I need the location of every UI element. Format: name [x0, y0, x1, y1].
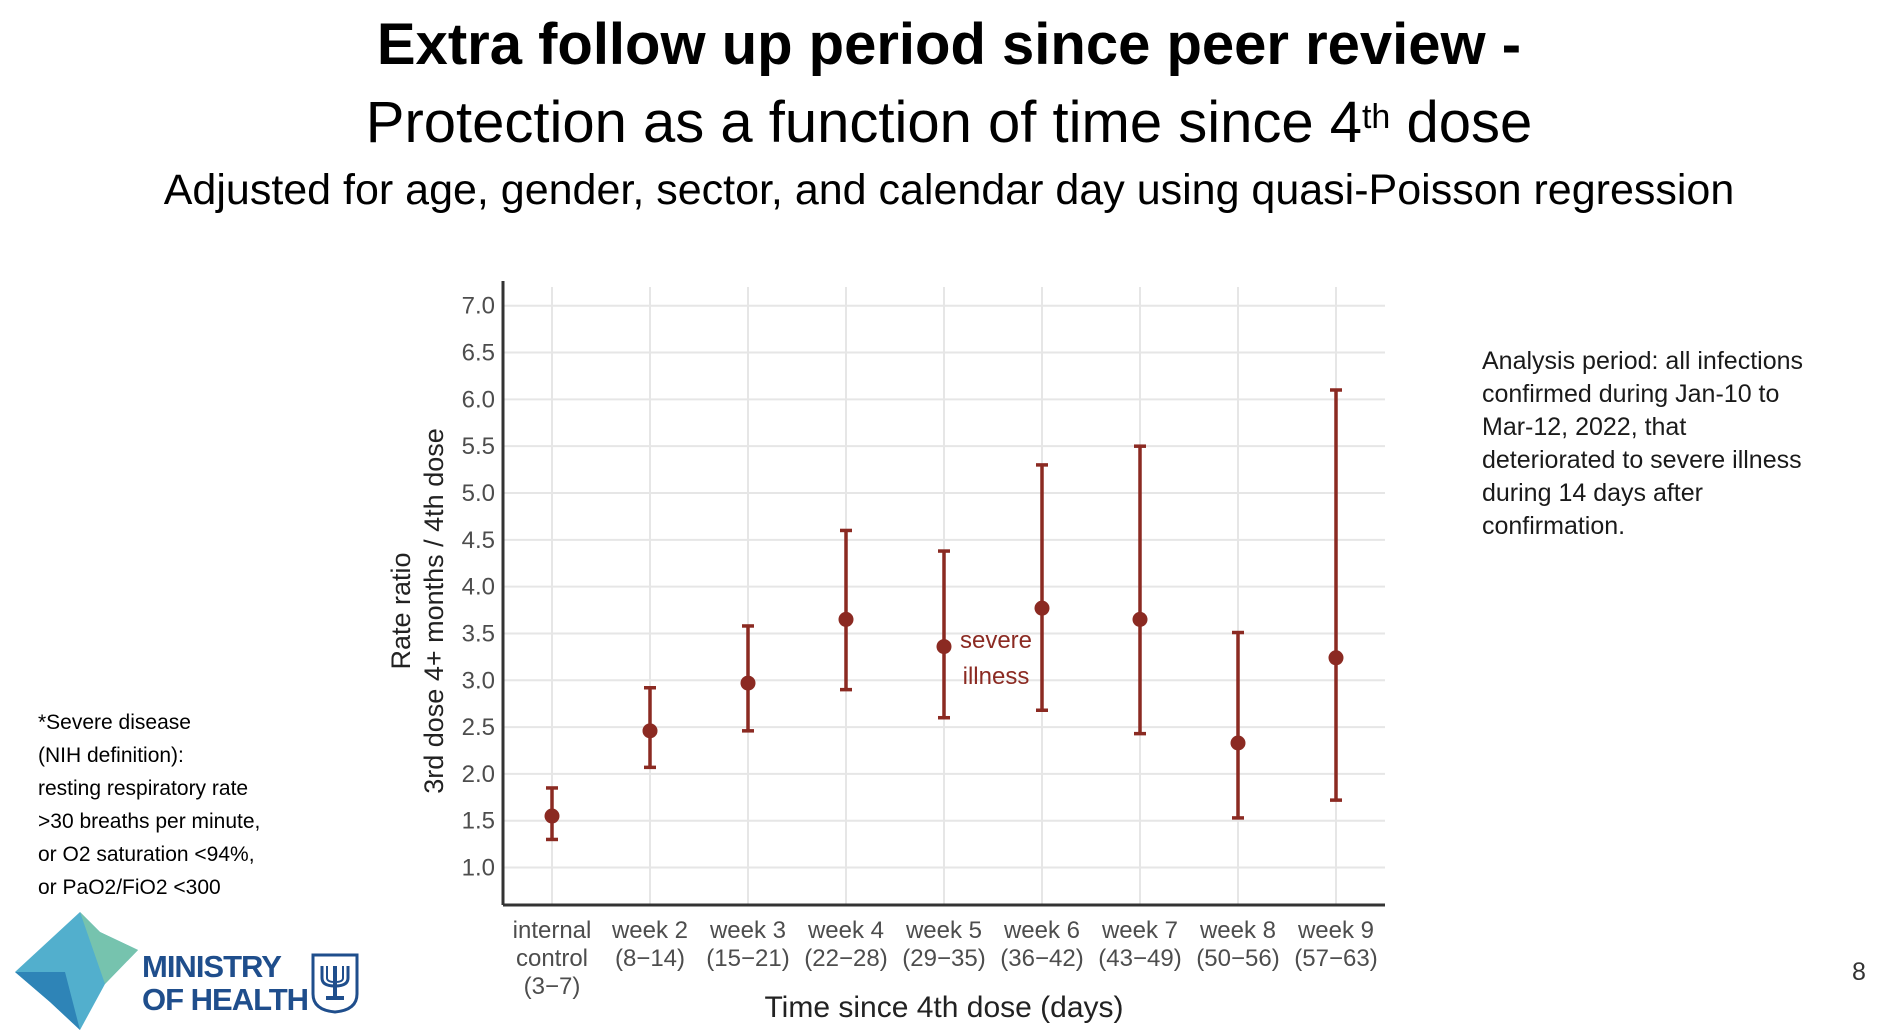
data-point — [1132, 611, 1148, 627]
x-tick-label: control — [516, 945, 588, 972]
x-axis-title: Time since 4th dose (days) — [764, 991, 1123, 1024]
x-tick-label: week 9 — [1297, 917, 1374, 944]
y-tick-label: 1.5 — [462, 808, 495, 835]
x-tick-label: week 2 — [611, 917, 688, 944]
y-tick-labels: 1.0 1.5 2.0 2.5 3.0 3.5 4.0 4.5 5.0 5.5 6.0 6.5 7.0 — [462, 293, 495, 882]
note-line: deteriorated to severe illness — [1482, 446, 1802, 474]
y-tick-label: 7.0 — [462, 293, 495, 320]
axes — [501, 281, 1385, 907]
slide-title: Extra follow up period since peer review… — [0, 10, 1898, 80]
x-tick-label: (3−7) — [524, 973, 581, 1000]
y-tick-label: 6.5 — [462, 340, 495, 367]
x-tick-label: week 4 — [807, 917, 884, 944]
note-line: Analysis period: all infections — [1482, 347, 1803, 375]
y-tick-label: 2.5 — [462, 714, 495, 741]
note-line: during 14 days after — [1482, 479, 1703, 507]
data-point — [1230, 735, 1246, 751]
x-tick-label: (57−63) — [1294, 945, 1377, 972]
title-line-1: Extra follow up period since peer review — [376, 12, 1486, 77]
slide-subtitle: Protection as a function of time since 4… — [0, 88, 1898, 158]
state-emblem-icon — [311, 953, 359, 1014]
y-tick-label: 5.5 — [462, 433, 495, 460]
ministry-of-health-logo: MINISTRY OF HEALTH — [10, 912, 360, 1032]
data-point — [642, 723, 658, 739]
x-tick-label: week 8 — [1199, 917, 1276, 944]
x-tick-label: (15−21) — [706, 945, 789, 972]
y-tick-label: 3.0 — [462, 667, 495, 694]
slide-caption: Adjusted for age, gender, sector, and ca… — [163, 166, 1735, 214]
data-point — [1328, 650, 1344, 666]
x-tick-label: week 3 — [709, 917, 786, 944]
x-tick-label: (50−56) — [1196, 945, 1279, 972]
logo-text: MINISTRY OF HEALTH — [142, 949, 309, 1017]
y-tick-label: 4.5 — [462, 527, 495, 554]
analysis-period-note: Analysis period: all infections confirme… — [1482, 345, 1882, 543]
logo-text-line2: OF HEALTH — [142, 982, 309, 1017]
data-point — [936, 639, 952, 655]
y-tick-label: 5.0 — [462, 480, 495, 507]
y-tick-label: 3.5 — [462, 620, 495, 647]
data-point — [1034, 600, 1050, 616]
x-tick-label: (29−35) — [902, 945, 985, 972]
subtitle-superscript: th — [1361, 98, 1391, 136]
title-dash: - — [1501, 12, 1522, 77]
rate-ratio-chart: 1.01.52.02.53.03.54.04.55.05.56.06.57.0 … — [386, 281, 1385, 1024]
subtitle-suffix: dose — [1390, 90, 1533, 155]
logo-swoosh-icon — [15, 912, 138, 1030]
y-tick-label: 6.0 — [462, 386, 495, 413]
data-point — [740, 675, 756, 691]
x-tick-label: (36−42) — [1000, 945, 1083, 972]
logo-text-line1: MINISTRY — [142, 949, 282, 984]
data-point — [838, 611, 854, 627]
footnote-line: or PaO2/FiO2 <300 — [38, 876, 221, 899]
y-tick-label: 1.0 — [462, 855, 495, 882]
footnote-line: (NIH definition): — [38, 744, 184, 767]
data-point — [544, 808, 560, 824]
footnote-line: *Severe disease — [38, 711, 191, 734]
note-line: confirmed during Jan-10 to — [1482, 380, 1780, 408]
y-tick-label: 4.0 — [462, 574, 495, 601]
note-line: Mar-12, 2022, that — [1482, 413, 1687, 441]
series-annotation: illness — [963, 663, 1030, 690]
data-marks — [544, 388, 1344, 842]
x-tick-label: (8−14) — [615, 945, 685, 972]
page-number: 8 — [1852, 958, 1866, 986]
x-tick-label: week 6 — [1003, 917, 1080, 944]
severe-disease-footnote: *Severe disease (NIH definition): restin… — [38, 706, 338, 904]
footnote-line: >30 breaths per minute, — [38, 810, 261, 833]
subtitle-prefix: Protection as a function of time since 4 — [365, 90, 1362, 155]
footnote-line: resting respiratory rate — [38, 777, 249, 800]
axis-labels: severe illness Time since 4th dose (days) R… — [386, 428, 1124, 1024]
y-tick-label: 2.0 — [462, 761, 495, 788]
x-tick-label: internal — [513, 917, 592, 944]
x-tick-label: (43−49) — [1098, 945, 1181, 972]
series-annotation: severe — [960, 627, 1032, 654]
x-tick-label: week 5 — [905, 917, 982, 944]
note-line: confirmation. — [1482, 512, 1626, 540]
x-tick-label: week 7 — [1101, 917, 1178, 944]
footnote-line: or O2 saturation <94%, — [38, 843, 255, 866]
y-axis-title-line: 3rd dose 4+ months / 4th dose — [419, 428, 449, 794]
y-axis-title-line: Rate ratio — [386, 552, 416, 669]
x-tick-label: (22−28) — [804, 945, 887, 972]
